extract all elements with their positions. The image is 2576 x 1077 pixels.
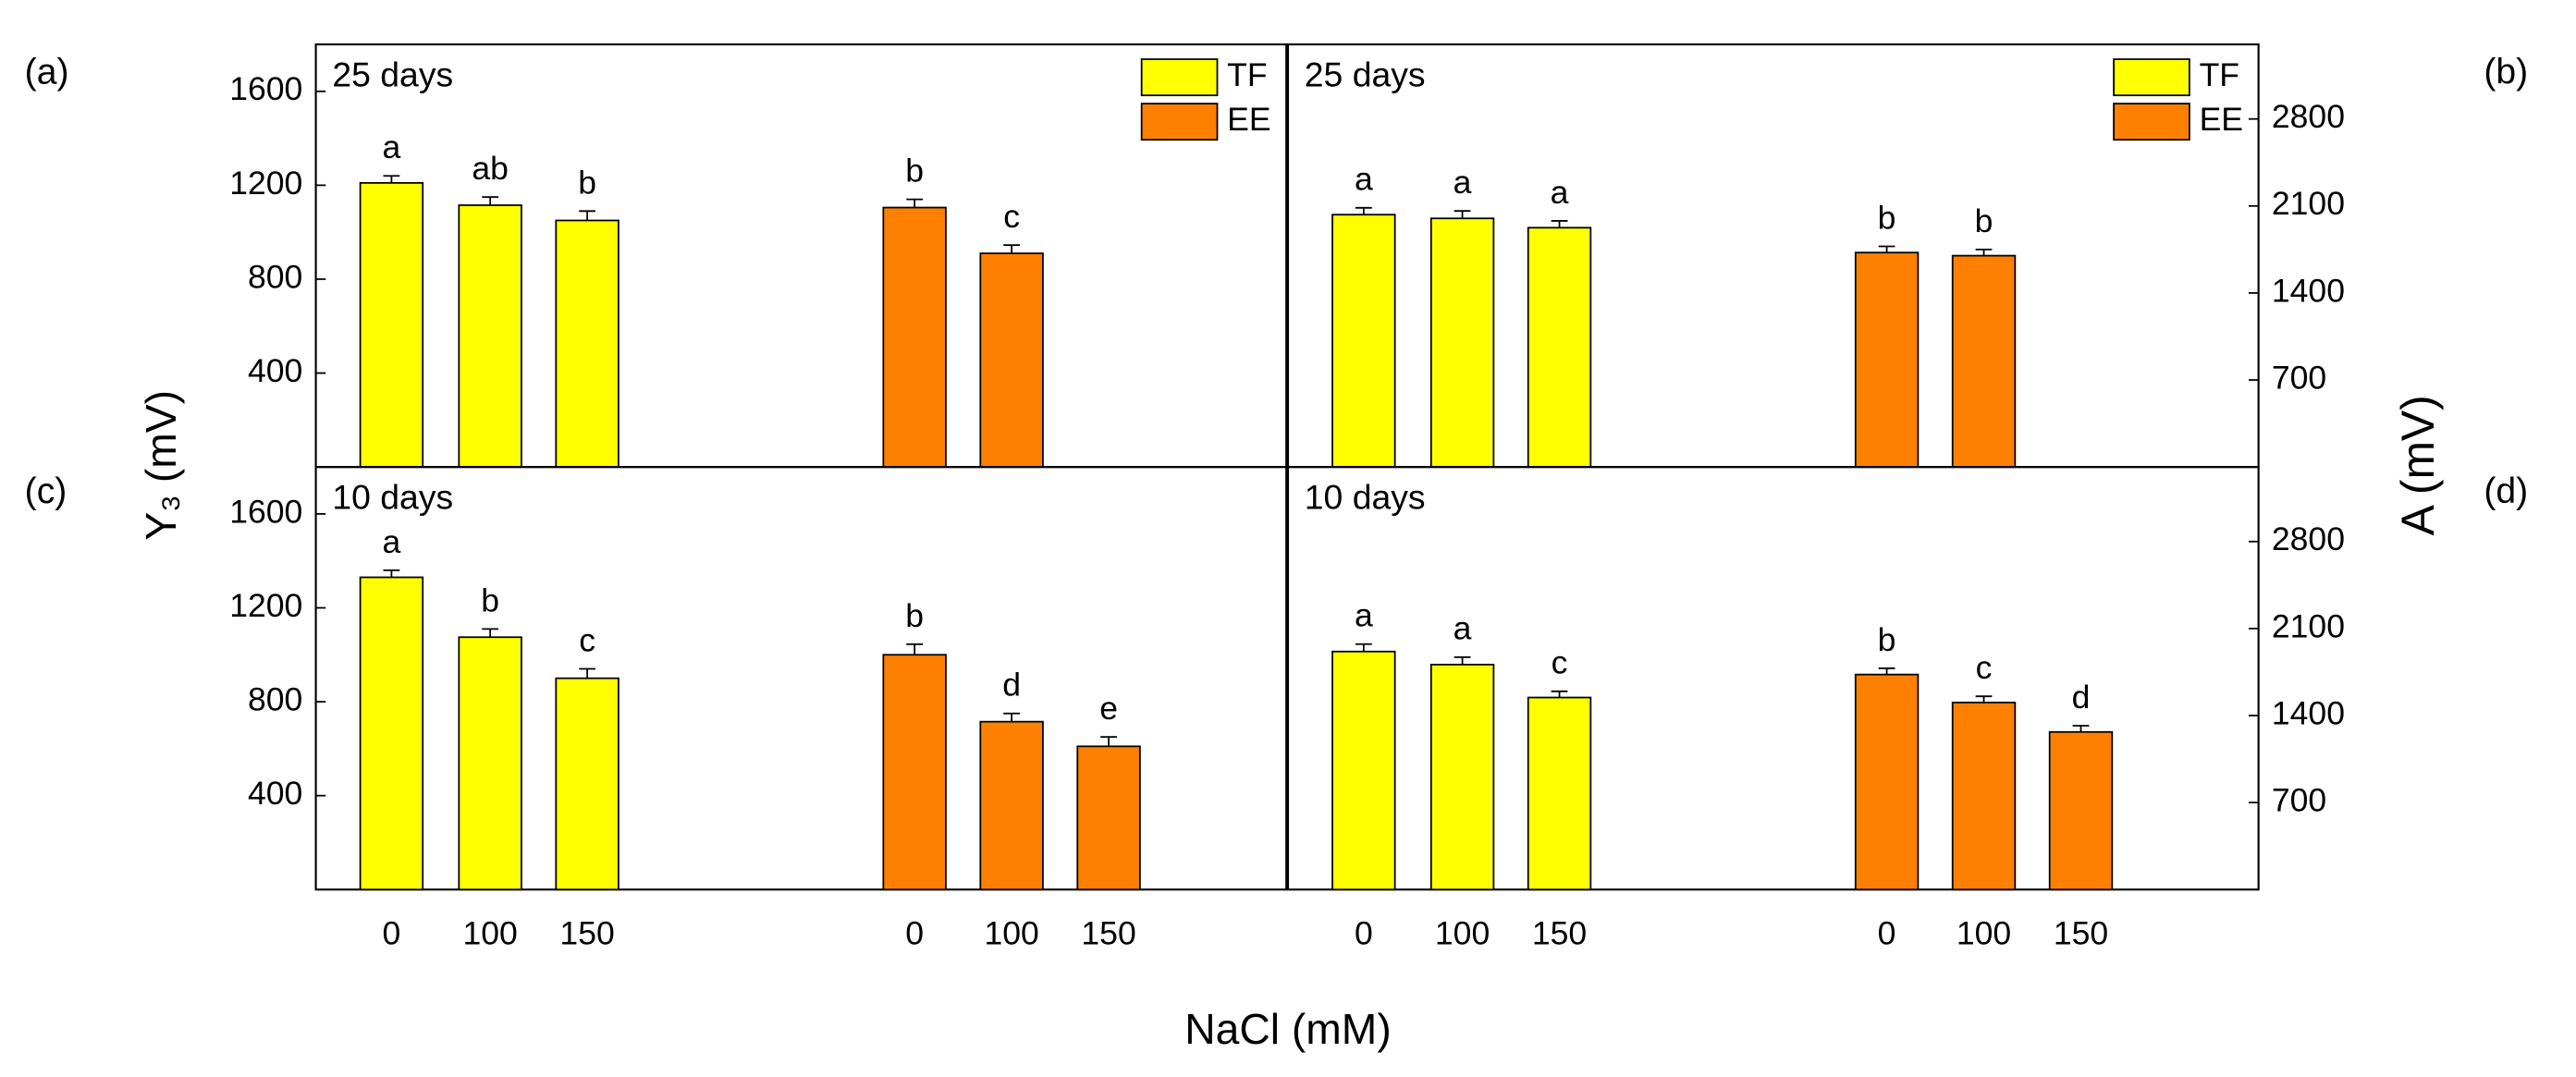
- bar: [882, 206, 947, 469]
- significance-letter: a: [1355, 161, 1373, 198]
- legend-label: TF: [2200, 56, 2239, 93]
- y-tick-label: 700: [2272, 359, 2326, 396]
- y-tick-label: 1600: [229, 493, 302, 530]
- significance-letter: a: [383, 523, 401, 560]
- bar: [1527, 696, 1592, 891]
- bar: [2048, 730, 2114, 891]
- significance-letter: c: [1976, 649, 1993, 686]
- bar: [458, 204, 522, 469]
- bar: [1429, 217, 1495, 469]
- significance-letter: c: [1003, 198, 1020, 235]
- y-tick-label: 800: [248, 680, 302, 717]
- x-tick-label: 150: [1081, 914, 1135, 951]
- x-tick-label: 0: [905, 914, 924, 951]
- x-tick-label: 100: [984, 914, 1038, 951]
- significance-letter: b: [905, 153, 924, 190]
- bar: [979, 720, 1044, 891]
- significance-letter: b: [578, 164, 596, 201]
- bar: [882, 654, 947, 891]
- y-tick-label: 2100: [2272, 185, 2345, 222]
- legend-label: TF: [1227, 56, 1267, 93]
- legend-swatch: [2113, 58, 2190, 97]
- bar: [1854, 251, 1920, 469]
- x-tick-label: 150: [559, 914, 614, 951]
- legend-label: EE: [1227, 101, 1270, 138]
- x-axis-label: NaCl (mM): [1184, 1005, 1391, 1053]
- significance-letter: b: [1975, 202, 1993, 239]
- y-tick-label: 2800: [2272, 98, 2345, 135]
- y2-axis-label: A (mV): [2392, 395, 2444, 535]
- panel-label: (d): [2484, 471, 2528, 511]
- panel-label: (b): [2484, 52, 2528, 92]
- bar: [359, 576, 424, 891]
- significance-letter: a: [1355, 597, 1373, 634]
- significance-letter: c: [1552, 644, 1568, 681]
- significance-letter: d: [2072, 679, 2091, 716]
- bar: [1951, 254, 2017, 469]
- bar: [555, 677, 619, 891]
- x-tick-label: 150: [2054, 914, 2108, 951]
- y-tick-label: 2800: [2272, 520, 2345, 557]
- bar: [1331, 214, 1396, 469]
- bar: [555, 219, 619, 469]
- significance-letter: d: [1002, 667, 1021, 704]
- significance-letter: a: [1551, 174, 1569, 211]
- legend-swatch: [1140, 58, 1219, 97]
- panel-title: 10 days: [1305, 478, 1426, 517]
- y-tick-label: 1200: [229, 165, 302, 202]
- significance-letter: a: [1454, 610, 1472, 647]
- x-tick-label: 0: [1878, 914, 1896, 951]
- significance-letter: e: [1099, 690, 1118, 727]
- significance-letter: b: [1878, 621, 1896, 658]
- bar: [1429, 664, 1495, 891]
- significance-letter: b: [905, 597, 924, 634]
- panel-title: 25 days: [1305, 55, 1426, 93]
- bar: [1076, 745, 1141, 891]
- legend-label: EE: [2200, 101, 2243, 138]
- x-tick-label: 100: [1957, 914, 2011, 951]
- panel-label: (c): [25, 471, 67, 511]
- x-tick-label: 150: [1532, 914, 1587, 951]
- x-tick-label: 0: [383, 914, 401, 951]
- significance-letter: a: [1454, 164, 1472, 201]
- panel-title: 25 days: [332, 55, 453, 93]
- x-tick-label: 100: [1435, 914, 1490, 951]
- bar: [1331, 650, 1396, 891]
- panel-title: 10 days: [332, 478, 453, 517]
- y-tick-label: 400: [248, 352, 302, 389]
- significance-letter: c: [579, 621, 595, 658]
- x-tick-label: 100: [462, 914, 517, 951]
- significance-letter: b: [1878, 199, 1896, 236]
- bar: [359, 181, 424, 469]
- bar: [979, 252, 1044, 469]
- legend-swatch: [1140, 103, 1219, 141]
- bar: [1951, 702, 2017, 891]
- significance-letter: a: [383, 129, 401, 165]
- y-tick-label: 1200: [229, 587, 302, 624]
- y-tick-label: 1400: [2272, 272, 2345, 309]
- bar: [458, 636, 522, 891]
- y-tick-label: 1400: [2272, 694, 2345, 731]
- panel-frame: [1286, 466, 2260, 891]
- y-tick-label: 2100: [2272, 607, 2345, 644]
- panel-label: (a): [25, 52, 69, 92]
- panel-frame: [314, 466, 1288, 891]
- y-tick-label: 400: [248, 775, 302, 812]
- legend-swatch: [2113, 103, 2190, 141]
- y-tick-label: 700: [2272, 782, 2326, 819]
- significance-letter: ab: [472, 150, 509, 187]
- y-tick-label: 1600: [229, 70, 302, 107]
- bar: [1527, 226, 1592, 469]
- y-axis-label: Y₃ (mV): [137, 390, 185, 541]
- bar: [1854, 673, 1920, 891]
- y-tick-label: 800: [248, 258, 302, 295]
- significance-letter: b: [481, 581, 499, 618]
- x-tick-label: 0: [1355, 914, 1373, 951]
